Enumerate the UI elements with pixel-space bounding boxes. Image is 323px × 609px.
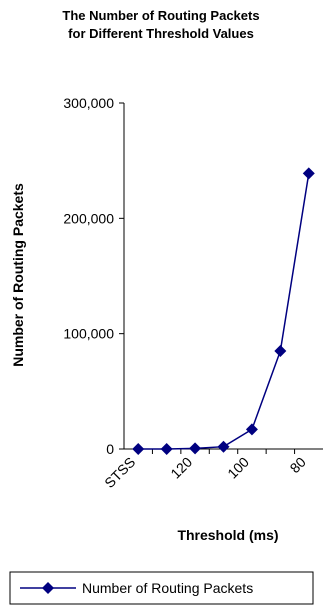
marker xyxy=(245,423,258,436)
y-tick-label: 0 xyxy=(106,441,114,457)
y-tick-label: 100,000 xyxy=(63,326,114,342)
series-line xyxy=(138,173,310,450)
x-axis-label: Threshold (ms) xyxy=(177,527,278,543)
marker xyxy=(189,442,202,455)
marker xyxy=(132,443,145,455)
legend-label: Number of Routing Packets xyxy=(82,580,253,596)
marker xyxy=(302,167,315,180)
x-tick-label: 120 xyxy=(167,454,195,482)
marker xyxy=(274,344,287,357)
y-tick-label: 200,000 xyxy=(63,210,114,226)
legend-marker xyxy=(42,582,54,594)
chart-title: The Number of Routing Packets xyxy=(62,8,259,23)
chart-title: for Different Threshold Values xyxy=(68,26,254,41)
x-tick-label: STSS xyxy=(101,454,138,491)
x-tick-label: 100 xyxy=(224,454,252,482)
y-axis-label: Number of Routing Packets xyxy=(10,183,26,367)
marker xyxy=(217,440,230,453)
x-tick-label: 80 xyxy=(287,454,309,476)
y-tick-label: 300,000 xyxy=(63,95,114,111)
marker xyxy=(160,443,173,455)
